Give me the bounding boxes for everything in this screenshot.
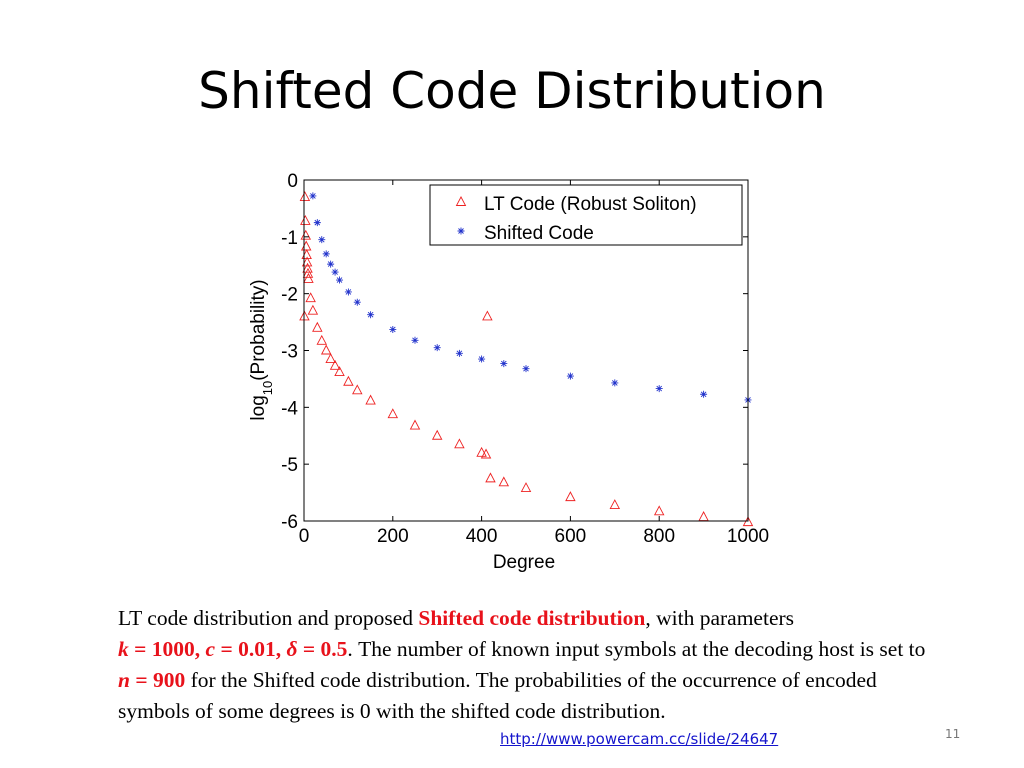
shifted-code-point: [344, 288, 352, 296]
slide-title: Shifted Code Distribution: [198, 62, 826, 120]
page-number: 11: [945, 727, 961, 741]
lt-code-point: [476, 446, 487, 457]
shifted-code-point: [318, 236, 326, 244]
shifted-code-point: [700, 390, 708, 398]
y-tick-label: -6: [281, 512, 298, 533]
shifted-code-point: [336, 276, 344, 284]
y-tick-label: -5: [281, 455, 298, 476]
legend: LT Code (Robust Soliton) Shifted Code: [429, 184, 743, 246]
lt-code-point: [302, 267, 314, 278]
shifted-code-point: [309, 192, 317, 200]
caption-text: . The number of known input symbols at t…: [347, 637, 926, 661]
lt-code-point: [305, 292, 316, 303]
lt-code-point: [303, 272, 314, 283]
lt-code-point: [409, 419, 421, 430]
lt-code-point: [609, 499, 621, 510]
lt-code-point: [698, 511, 709, 521]
legend-marker-shifted-code: [457, 227, 465, 235]
y-axis-label: log10(Probability): [248, 279, 275, 420]
x-axis-label: Degree: [493, 552, 555, 573]
lt-code-point: [325, 353, 336, 363]
lt-code-point: [316, 334, 328, 345]
lt-code-point: [365, 394, 376, 405]
caption-highlight: Shifted code distribution: [418, 606, 646, 630]
legend-box: [429, 184, 743, 246]
figure-caption: LT code distribution and proposed Shifte…: [118, 603, 938, 727]
y-tick-label: -2: [281, 285, 298, 306]
axis-ticks: 0 200 400 600 800 1000 0 -1 -2 -3 -4 -5 -6: [281, 171, 769, 547]
legend-marker-lt-code: [455, 196, 467, 206]
shifted-code-point: [500, 360, 508, 368]
lt-code-point: [454, 438, 465, 449]
shifted-code-point: [433, 344, 441, 352]
x-tick-label: 0: [299, 526, 310, 547]
lt-code-point: [653, 505, 665, 516]
caption-text: , with parameters: [645, 606, 795, 630]
x-tick-label: 600: [555, 526, 587, 547]
scatter-chart: 0 200 400 600 800 1000 0 -1 -2 -3 -4 -5 -6 LT Code (…: [248, 171, 769, 573]
x-tick-label: 800: [643, 526, 675, 547]
caption-text: for the Shifted code distribution. The p…: [118, 668, 877, 723]
lt-code-point: [565, 491, 576, 502]
shifted-code-point: [313, 219, 321, 227]
y-tick-label: -4: [281, 398, 298, 419]
shifted-code-point: [367, 311, 375, 319]
y-tick-label: -1: [281, 228, 298, 249]
shifted-code-point: [331, 268, 339, 276]
lt-code-point: [300, 240, 312, 251]
shifted-code-point: [389, 325, 397, 333]
shifted-code-point: [522, 365, 530, 373]
legend-marker-lt-code-shape: [455, 196, 467, 206]
shifted-code-point: [322, 250, 330, 258]
shifted-code-point: [566, 372, 574, 380]
shifted-code-point: [655, 385, 663, 393]
lt-code-point: [352, 384, 363, 395]
shifted-code-point: [411, 336, 419, 344]
legend-label-shifted-code: Shifted Code: [484, 223, 594, 244]
shifted-code-point: [478, 355, 486, 363]
shifted-code-point: [353, 298, 361, 306]
lt-code-point: [329, 359, 341, 370]
lt-code-point: [520, 482, 532, 492]
lt-code-point: [299, 191, 311, 201]
x-tick-label: 400: [466, 526, 498, 547]
shifted-code-point: [327, 260, 335, 268]
shifted-code-point: [611, 379, 619, 387]
lt-code-point: [485, 472, 496, 483]
x-tick-label: 200: [377, 526, 409, 547]
lt-code-point: [334, 366, 345, 377]
lt-code-point: [482, 310, 493, 321]
lt-code-point: [431, 429, 443, 440]
lt-code-point: [302, 262, 313, 273]
lt-code-point: [480, 448, 492, 459]
lt-code-point: [343, 375, 354, 386]
x-tick-label: 1000: [727, 526, 769, 547]
y-tick-label: -3: [281, 342, 298, 363]
source-link[interactable]: http://www.powercam.cc/slide/24647: [500, 730, 779, 748]
lt-code-point: [320, 344, 332, 355]
y-tick-label: 0: [287, 171, 298, 192]
shifted-code-point: [455, 349, 463, 357]
lt-code-point: [300, 214, 311, 225]
param-n: n = 900: [118, 668, 186, 692]
lt-code-point: [301, 256, 313, 267]
lt-code-point: [312, 321, 323, 332]
lt-code-point: [498, 476, 510, 487]
caption-text: LT code distribution and proposed: [118, 606, 419, 630]
lt-code-point: [307, 304, 319, 315]
lt-code-point: [387, 408, 399, 419]
legend-marker-shifted-code-shape: [457, 227, 465, 235]
legend-label-lt-code: LT Code (Robust Soliton): [484, 194, 697, 215]
param-k: k = 1000, c = 0.01, δ = 0.5: [118, 637, 348, 661]
lt-code-point: [300, 229, 312, 240]
